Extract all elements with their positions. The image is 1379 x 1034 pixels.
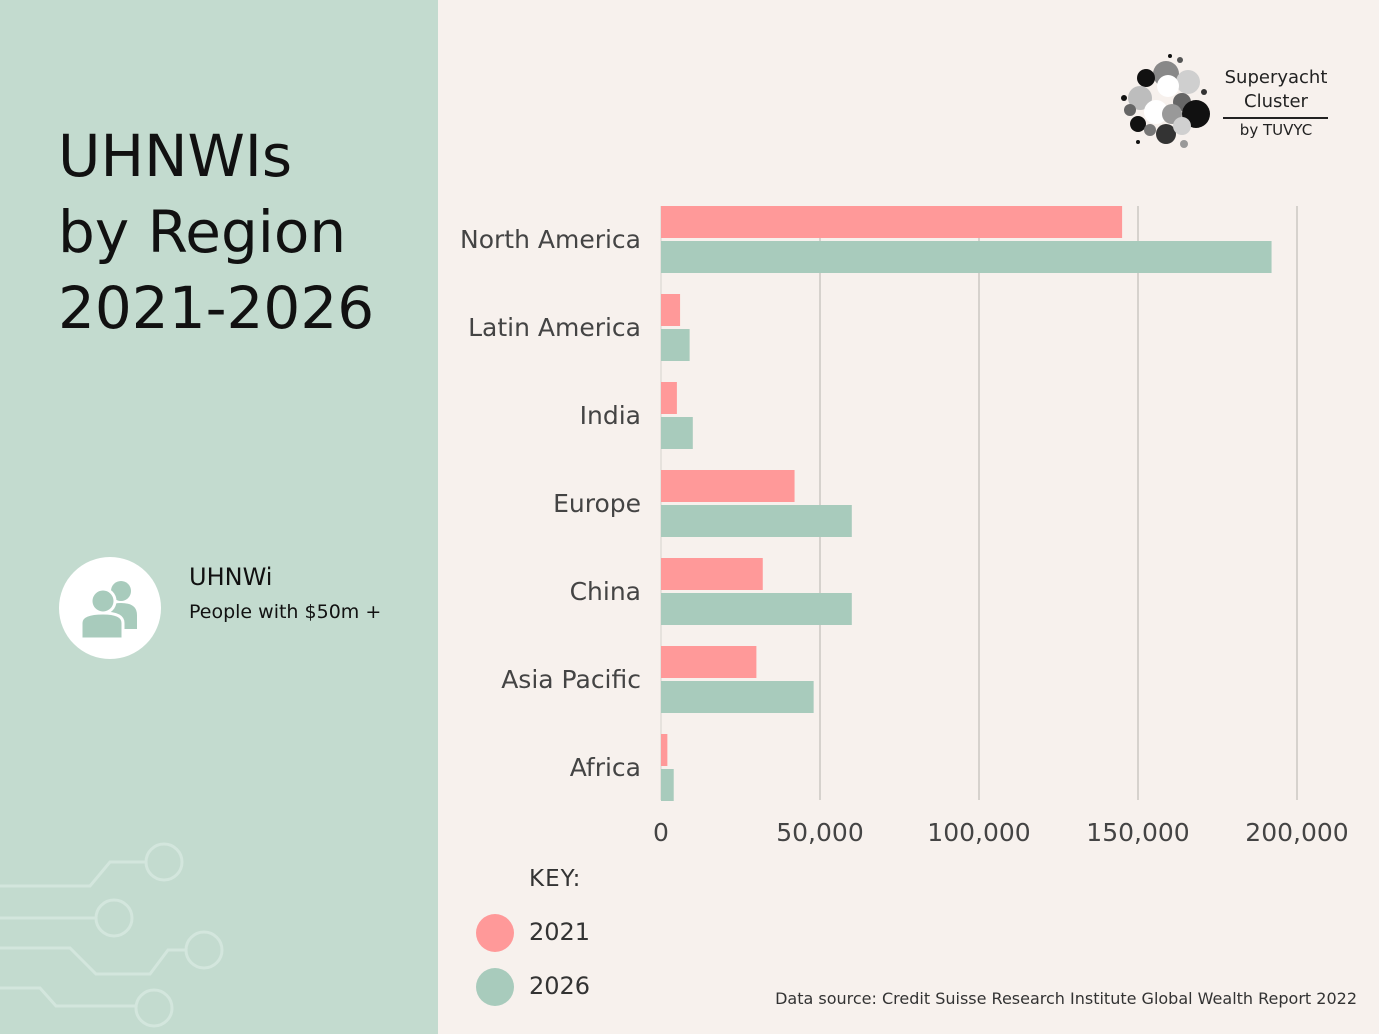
category-label: Latin America: [468, 313, 641, 342]
bar-2026: [661, 681, 814, 713]
legend-label-2026: 2026: [529, 972, 591, 1000]
bar-2026: [661, 241, 1272, 273]
key-label: KEY:: [529, 866, 582, 892]
circuit-decoration: [0, 842, 224, 1028]
category-label: North America: [460, 225, 641, 254]
x-tick-label: 0: [653, 818, 669, 847]
bar-2021: [661, 558, 763, 590]
brand-line-3: by TUVYC: [1239, 121, 1313, 139]
x-tick-label: 50,000: [776, 818, 863, 847]
bar-2026: [661, 505, 852, 537]
category-label: Africa: [570, 753, 641, 782]
bar-2021: [661, 470, 795, 502]
brand-line-2: Cluster: [1244, 91, 1308, 112]
title-line-3: 2021-2026: [58, 274, 375, 342]
people-icon: [59, 557, 161, 659]
bar-2026: [661, 329, 690, 361]
bar-2026: [661, 417, 693, 449]
bar-2021: [661, 294, 681, 326]
definition-description: People with $50m +: [189, 601, 382, 623]
x-tick-label: 200,000: [1245, 818, 1348, 847]
bar-chart: 0 50,000 100,000 150,000 200,000 North Americ…: [460, 206, 1349, 847]
legend-label-2021: 2021: [529, 918, 591, 946]
legend-swatch-2021: [476, 914, 514, 952]
left-panel: UHNWIs by Region 2021-2026 UHNWi People …: [0, 0, 438, 1034]
bar-2021: [661, 382, 677, 414]
category-label: India: [580, 401, 641, 430]
bar-2021: [661, 734, 668, 766]
data-source: Data source: Credit Suisse Research Inst…: [775, 989, 1357, 1008]
category-label: China: [570, 577, 641, 606]
page-title: UHNWIs by Region 2021-2026: [58, 118, 374, 346]
legend-swatch-2026: [476, 968, 514, 1006]
superyacht-cluster-logo: [1121, 54, 1210, 148]
bar-2026: [661, 593, 852, 625]
brand-line-1: Superyacht: [1224, 67, 1328, 88]
title-line-1: UHNWIs: [58, 122, 293, 190]
x-tick-label: 150,000: [1086, 818, 1189, 847]
bar-2026: [661, 769, 674, 801]
x-tick-label: 100,000: [927, 818, 1030, 847]
title-line-2: by Region: [58, 198, 347, 266]
category-label: Europe: [553, 489, 641, 518]
definition-term: UHNWi: [189, 563, 273, 591]
bar-2021: [661, 646, 757, 678]
brand-divider: [1223, 117, 1328, 119]
bar-2021: [661, 206, 1123, 238]
right-panel: [438, 0, 1379, 1034]
category-label: Asia Pacific: [501, 665, 641, 694]
